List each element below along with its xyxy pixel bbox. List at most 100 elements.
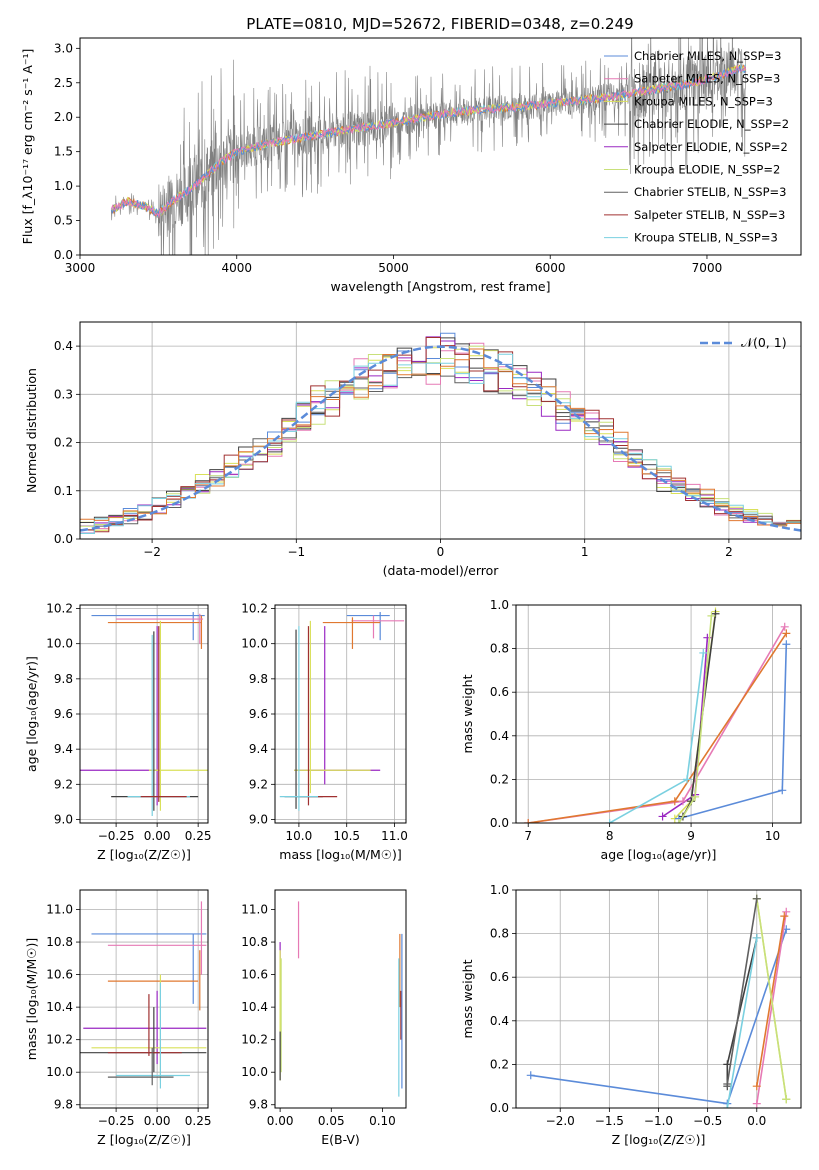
mass-weight-point: [658, 812, 667, 821]
x-tick-label: −1.5: [595, 1114, 624, 1128]
x-tick-label: 0.25: [185, 829, 212, 843]
y-tick-label: 9.2: [249, 777, 268, 791]
y-tick-label: 9.0: [249, 812, 268, 826]
plot-frame: [515, 604, 802, 824]
y-tick-label: 0.2: [490, 772, 509, 786]
legend-entry: Kroupa ELODIE, N_SSP=2: [634, 163, 780, 177]
x-tick-label: −0.25: [98, 829, 135, 843]
mass-weight-point: [707, 611, 716, 620]
mass-vs-extinction-panel: 0.00 0.05 0.10 9.8 10.0 10.2 10.4 10.6 10.8 11.0 E…: [241, 889, 407, 1147]
y-axis-label: Normed distribution: [24, 368, 39, 493]
y-tick-label: 10.0: [46, 1065, 73, 1079]
x-axis-label: Z [log₁₀(Z/Z☉)]: [97, 847, 191, 862]
mass-weight-point: [605, 819, 614, 823]
y-axis-label: mass weight: [460, 959, 475, 1038]
y-tick-label: 0.0: [54, 248, 73, 262]
legend-entry: Salpeter MILES, N_SSP=3: [634, 72, 780, 86]
y-tick-label: 0.2: [490, 1057, 509, 1071]
x-tick-label: −0.25: [98, 1114, 135, 1128]
y-tick-label: 1.0: [490, 883, 509, 897]
plot-area: [80, 612, 208, 816]
legend-entry: Salpeter ELODIE, N_SSP=2: [634, 140, 788, 154]
x-tick-label: 0.10: [369, 1114, 396, 1128]
y-tick-label: 1.5: [54, 145, 73, 159]
mass-weight-point: [780, 912, 789, 921]
plot-area: [80, 901, 207, 1089]
x-tick-label: 10: [765, 829, 780, 843]
mass-weight-point: [752, 894, 761, 903]
mass-vs-metallicity-panel: −0.25 0.00 0.25 9.8 10.0 10.2 10.4 10.6 10.8 11.0…: [24, 889, 212, 1147]
y-tick-label: 1.0: [490, 598, 509, 612]
y-tick-label: 10.8: [46, 935, 73, 949]
age-vs-mass-panel: 10.0 10.5 11.0 9.0 9.2 9.4 9.6 9.8 10.0 10.2 mass …: [241, 602, 408, 862]
y-axis-label: Flux [f_λ10⁻¹⁷ erg cm⁻² s⁻¹ A⁻¹]: [20, 49, 35, 245]
x-tick-label: 0.25: [185, 1114, 212, 1128]
residual-histogram-series: [80, 348, 801, 527]
mass-weight-point: [670, 797, 679, 806]
residual-histogram-series: [80, 345, 801, 527]
spectrum-plot-area: [110, 38, 747, 255]
x-axis-label: wavelength [Angstrom, rest frame]: [330, 279, 550, 294]
y-tick-label: 9.8: [54, 672, 73, 686]
plot-frame: [79, 37, 802, 256]
y-tick-label: 0.0: [490, 1101, 509, 1115]
y-tick-label: 0.6: [490, 685, 509, 699]
x-axis-label: E(B-V): [321, 1132, 360, 1147]
legend-entry: Chabrier MILES, N_SSP=3: [634, 49, 781, 63]
legend-entry: Kroupa STELIB, N_SSP=3: [634, 231, 778, 245]
plot-frame: [79, 604, 209, 824]
y-tick-label: 9.6: [249, 707, 268, 721]
y-axis-label: mass [log₁₀(M/M☉)]: [24, 938, 39, 1060]
y-tick-label: 0.8: [490, 642, 509, 656]
y-tick-label: 0.4: [490, 1014, 509, 1028]
y-tick-label: 0.4: [490, 729, 509, 743]
y-tick-label: 11.0: [46, 903, 73, 917]
x-tick-label: 5000: [378, 261, 409, 275]
y-tick-label: 0.8: [490, 927, 509, 941]
age-vs-metallicity-panel: −0.25 0.00 0.25 9.0 9.2 9.4 9.6 9.8 10.0 10.2 Z [l…: [24, 602, 212, 862]
mass-weight-point: [711, 609, 720, 618]
x-tick-label: −2: [143, 545, 161, 559]
mass-weight-point: [782, 907, 791, 916]
mass-weight-point: [780, 622, 789, 631]
y-tick-label: 10.6: [241, 968, 268, 982]
mass-weight-point: [752, 1099, 761, 1108]
x-tick-label: 0: [437, 545, 445, 559]
plot-area: [524, 607, 791, 823]
y-tick-label: 10.0: [46, 637, 73, 651]
x-tick-label: 0.00: [144, 1114, 171, 1128]
figure-title: PLATE=0810, MJD=52672, FIBERID=0348, z=0…: [246, 15, 633, 33]
mass-weight-point: [723, 1080, 732, 1089]
legend-entry: 𝒩(0, 1): [741, 335, 787, 350]
mass-weight-series-line: [756, 911, 788, 1104]
plot-area: [526, 894, 791, 1108]
x-tick-label: −0.5: [693, 1114, 722, 1128]
y-tick-label: 0.0: [490, 816, 509, 830]
normal-curve: [80, 345, 801, 532]
x-tick-label: 4000: [221, 261, 252, 275]
x-tick-label: 11.0: [381, 829, 408, 843]
mass-weight-point: [674, 819, 683, 823]
y-tick-label: 9.4: [249, 742, 268, 756]
y-tick-label: 10.2: [241, 602, 268, 616]
residual-plot-area: [80, 332, 801, 534]
y-tick-label: 10.4: [241, 1000, 268, 1014]
x-tick-label: 10.0: [286, 829, 313, 843]
x-axis-label: Z [log₁₀(Z/Z☉)]: [97, 1132, 191, 1147]
y-tick-label: 10.2: [46, 602, 73, 616]
plot-area: [279, 612, 405, 811]
mass-weight-point: [723, 1104, 732, 1108]
y-tick-label: 9.8: [249, 672, 268, 686]
x-tick-label: 10.5: [333, 829, 360, 843]
y-tick-label: 0.6: [490, 970, 509, 984]
x-axis-label: (data-model)/error: [383, 563, 500, 578]
residual-histogram-series: [80, 353, 801, 534]
y-tick-label: 0.5: [54, 214, 73, 228]
mass-weight-series-line: [609, 652, 705, 823]
plot-frame: [79, 321, 802, 540]
weight-vs-age-panel: 7 8 9 10 0.0 0.2 0.4 0.6 0.8 1.0 age [log₁₀(age/yr…: [460, 598, 802, 862]
y-tick-label: 10.0: [241, 1065, 268, 1079]
legend-entry: Chabrier STELIB, N_SSP=3: [634, 185, 786, 199]
mass-weight-point: [678, 797, 687, 806]
